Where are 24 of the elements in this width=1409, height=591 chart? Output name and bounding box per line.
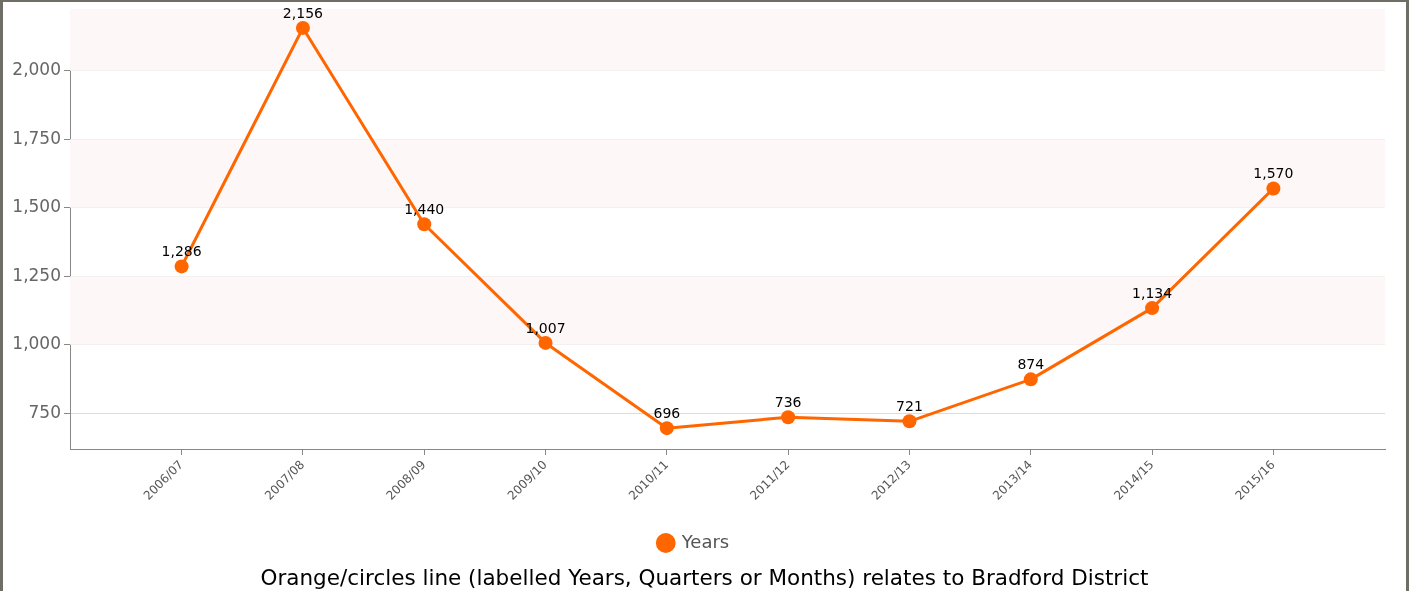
point: [417, 217, 432, 232]
point: [174, 259, 189, 274]
y-tick-label: 1,000: [12, 333, 61, 354]
data-label: 2,156: [282, 4, 324, 21]
y-tick-label: 1,750: [12, 127, 61, 148]
point: [781, 410, 796, 425]
point: [659, 421, 674, 436]
data-label: 1,570: [1253, 165, 1294, 182]
y-tick-label: 1,500: [12, 196, 61, 217]
y-tick-label: 750: [28, 401, 61, 422]
y-tick-label: 2,000: [12, 59, 61, 80]
data-label: 696: [653, 404, 681, 421]
point: [902, 414, 917, 429]
data-label: 721: [896, 397, 923, 414]
point: [1023, 372, 1038, 387]
text: Orange/circles line (labelled Years, Quarters or Months) relates to Bradford District: [259, 565, 1150, 590]
point: [1145, 301, 1160, 316]
point: [295, 20, 310, 35]
legend-label: Years: [680, 530, 730, 552]
point: [538, 335, 553, 350]
data-label: 736: [774, 393, 802, 410]
point: [1266, 181, 1281, 196]
y-tick-label: 1,250: [12, 264, 61, 285]
data-label: 874: [1017, 356, 1045, 373]
